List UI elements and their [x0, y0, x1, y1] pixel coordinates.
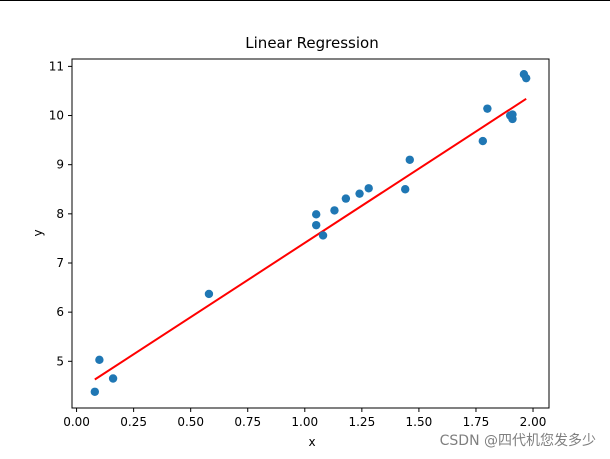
data-point	[341, 194, 351, 203]
data-point	[478, 136, 488, 146]
data-point	[312, 210, 321, 219]
y-tick-label: 9	[56, 158, 64, 172]
axes-frame	[71, 58, 550, 409]
y-tick-label: 7	[56, 256, 64, 270]
data-point	[364, 184, 373, 193]
data-point	[521, 73, 531, 83]
x-axis-ticks: 0.00 0.25 0.50 0.75 1.00 1.25 1.50 1.75 2.00	[63, 408, 546, 429]
regression-line-group	[94, 97, 527, 381]
x-tick-label: 0.75	[234, 415, 261, 429]
x-tick-label: 1.25	[348, 415, 375, 429]
y-axis-ticks: 5 6 7 8 9 10 11	[49, 59, 72, 368]
data-point	[405, 155, 414, 164]
y-tick-label: 5	[56, 354, 64, 368]
data-point	[508, 110, 517, 119]
top-border	[0, 0, 610, 1]
plot-frame	[71, 58, 550, 409]
x-axis-label: x	[308, 435, 315, 449]
x-tick-label: 0.50	[177, 415, 204, 429]
data-point	[483, 104, 492, 113]
data-point	[318, 231, 328, 240]
y-tick-label: 8	[56, 207, 64, 221]
data-point	[90, 387, 100, 396]
x-tick-label: 1.75	[463, 415, 490, 429]
data-point	[355, 189, 364, 198]
regression-line	[94, 97, 527, 381]
data-point	[312, 220, 321, 230]
x-tick-label: 1.50	[406, 415, 433, 429]
data-point	[401, 185, 410, 194]
data-point	[95, 355, 104, 365]
chart-title: Linear Regression	[245, 34, 378, 52]
x-tick-label: 2.00	[520, 415, 547, 429]
x-tick-label: 0.25	[120, 415, 147, 429]
data-point	[330, 206, 339, 215]
scatter-points-group	[90, 70, 531, 396]
y-tick-label: 10	[49, 109, 64, 123]
x-tick-label: 0.00	[63, 415, 90, 429]
y-tick-label: 6	[56, 305, 64, 319]
data-point	[108, 374, 118, 383]
y-tick-label: 11	[49, 59, 64, 73]
x-tick-label: 1.00	[291, 415, 318, 429]
data-point	[204, 289, 214, 299]
csdn-watermark: CSDN @四代机您发多少	[439, 433, 596, 449]
y-axis-label: y	[31, 229, 45, 236]
